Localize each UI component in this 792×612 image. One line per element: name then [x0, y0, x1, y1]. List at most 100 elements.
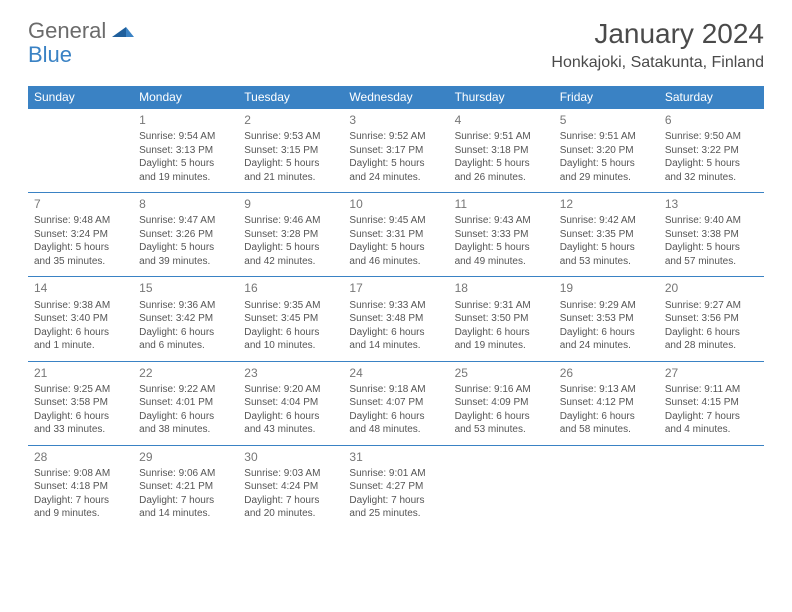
day-cell: [659, 445, 764, 529]
month-title: January 2024: [551, 18, 764, 50]
day-number: 24: [349, 365, 442, 381]
sunrise-text: Sunrise: 9:33 AM: [349, 299, 442, 313]
day-cell: 28Sunrise: 9:08 AMSunset: 4:18 PMDayligh…: [28, 445, 133, 529]
day-cell: 7Sunrise: 9:48 AMSunset: 3:24 PMDaylight…: [28, 193, 133, 277]
day-number: 14: [34, 280, 127, 296]
logo: General: [28, 18, 138, 44]
daylight-text: Daylight: 7 hours: [665, 410, 758, 424]
day-number: 18: [455, 280, 548, 296]
daylight-text: Daylight: 5 hours: [139, 157, 232, 171]
daylight-text: Daylight: 5 hours: [560, 241, 653, 255]
sunset-text: Sunset: 3:45 PM: [244, 312, 337, 326]
sunrise-text: Sunrise: 9:50 AM: [665, 130, 758, 144]
day-cell: 12Sunrise: 9:42 AMSunset: 3:35 PMDayligh…: [554, 193, 659, 277]
logo-text-blue: Blue: [28, 42, 72, 67]
day-cell: 2Sunrise: 9:53 AMSunset: 3:15 PMDaylight…: [238, 109, 343, 193]
day-cell: 27Sunrise: 9:11 AMSunset: 4:15 PMDayligh…: [659, 361, 764, 445]
week-row: 28Sunrise: 9:08 AMSunset: 4:18 PMDayligh…: [28, 445, 764, 529]
daylight-text: Daylight: 6 hours: [139, 410, 232, 424]
sunrise-text: Sunrise: 9:29 AM: [560, 299, 653, 313]
sunset-text: Sunset: 3:24 PM: [34, 228, 127, 242]
sunrise-text: Sunrise: 9:40 AM: [665, 214, 758, 228]
daylight-text: Daylight: 5 hours: [349, 241, 442, 255]
day-number: 17: [349, 280, 442, 296]
sunset-text: Sunset: 3:26 PM: [139, 228, 232, 242]
daylight-text: and 21 minutes.: [244, 171, 337, 185]
day-number: 13: [665, 196, 758, 212]
sunset-text: Sunset: 3:53 PM: [560, 312, 653, 326]
daylight-text: and 19 minutes.: [139, 171, 232, 185]
calendar-table: Sunday Monday Tuesday Wednesday Thursday…: [28, 86, 764, 529]
sunrise-text: Sunrise: 9:03 AM: [244, 467, 337, 481]
location: Honkajoki, Satakunta, Finland: [551, 54, 764, 72]
daylight-text: Daylight: 6 hours: [455, 410, 548, 424]
daylight-text: Daylight: 6 hours: [34, 326, 127, 340]
day-cell: 23Sunrise: 9:20 AMSunset: 4:04 PMDayligh…: [238, 361, 343, 445]
daylight-text: and 42 minutes.: [244, 255, 337, 269]
day-cell: 10Sunrise: 9:45 AMSunset: 3:31 PMDayligh…: [343, 193, 448, 277]
sunset-text: Sunset: 4:12 PM: [560, 396, 653, 410]
day-number: 12: [560, 196, 653, 212]
day-cell: [449, 445, 554, 529]
sunset-text: Sunset: 3:38 PM: [665, 228, 758, 242]
daylight-text: and 24 minutes.: [560, 339, 653, 353]
daylight-text: and 57 minutes.: [665, 255, 758, 269]
day-number: 26: [560, 365, 653, 381]
dow-wednesday: Wednesday: [343, 86, 448, 109]
daylight-text: and 38 minutes.: [139, 423, 232, 437]
sunset-text: Sunset: 3:20 PM: [560, 144, 653, 158]
day-cell: 22Sunrise: 9:22 AMSunset: 4:01 PMDayligh…: [133, 361, 238, 445]
sunset-text: Sunset: 3:15 PM: [244, 144, 337, 158]
day-number: 11: [455, 196, 548, 212]
dow-friday: Friday: [554, 86, 659, 109]
day-cell: 19Sunrise: 9:29 AMSunset: 3:53 PMDayligh…: [554, 277, 659, 361]
sunrise-text: Sunrise: 9:47 AM: [139, 214, 232, 228]
dow-monday: Monday: [133, 86, 238, 109]
sunset-text: Sunset: 3:40 PM: [34, 312, 127, 326]
sunrise-text: Sunrise: 9:51 AM: [560, 130, 653, 144]
sunset-text: Sunset: 3:18 PM: [455, 144, 548, 158]
day-number: 16: [244, 280, 337, 296]
sunrise-text: Sunrise: 9:11 AM: [665, 383, 758, 397]
daylight-text: and 25 minutes.: [349, 507, 442, 521]
sunrise-text: Sunrise: 9:01 AM: [349, 467, 442, 481]
day-cell: 24Sunrise: 9:18 AMSunset: 4:07 PMDayligh…: [343, 361, 448, 445]
day-number: 4: [455, 112, 548, 128]
day-number: 1: [139, 112, 232, 128]
logo-mark-icon: [112, 21, 134, 42]
dow-saturday: Saturday: [659, 86, 764, 109]
daylight-text: Daylight: 5 hours: [665, 241, 758, 255]
daylight-text: Daylight: 5 hours: [665, 157, 758, 171]
daylight-text: and 26 minutes.: [455, 171, 548, 185]
sunset-text: Sunset: 3:28 PM: [244, 228, 337, 242]
sunrise-text: Sunrise: 9:45 AM: [349, 214, 442, 228]
sunrise-text: Sunrise: 9:42 AM: [560, 214, 653, 228]
sunrise-text: Sunrise: 9:22 AM: [139, 383, 232, 397]
daylight-text: and 20 minutes.: [244, 507, 337, 521]
sunrise-text: Sunrise: 9:43 AM: [455, 214, 548, 228]
day-cell: 4Sunrise: 9:51 AMSunset: 3:18 PMDaylight…: [449, 109, 554, 193]
week-row: 14Sunrise: 9:38 AMSunset: 3:40 PMDayligh…: [28, 277, 764, 361]
day-cell: 13 Sunrise: 9:40 AMSunset: 3:38 PMDayligh…: [659, 193, 764, 277]
day-number: 20: [665, 280, 758, 296]
day-cell: 3Sunrise: 9:52 AMSunset: 3:17 PMDaylight…: [343, 109, 448, 193]
daylight-text: and 1 minute.: [34, 339, 127, 353]
header: General January 2024 Honkajoki, Satakunt…: [28, 18, 764, 72]
sunset-text: Sunset: 3:50 PM: [455, 312, 548, 326]
day-cell: 31Sunrise: 9:01 AMSunset: 4:27 PMDayligh…: [343, 445, 448, 529]
day-number: 29: [139, 449, 232, 465]
daylight-text: and 43 minutes.: [244, 423, 337, 437]
sunrise-text: Sunrise: 9:06 AM: [139, 467, 232, 481]
daylight-text: Daylight: 6 hours: [139, 326, 232, 340]
day-cell: 14Sunrise: 9:38 AMSunset: 3:40 PMDayligh…: [28, 277, 133, 361]
daylight-text: and 39 minutes.: [139, 255, 232, 269]
daylight-text: Daylight: 6 hours: [455, 326, 548, 340]
daylight-text: Daylight: 6 hours: [244, 410, 337, 424]
day-number: 27: [665, 365, 758, 381]
daylight-text: Daylight: 5 hours: [34, 241, 127, 255]
daylight-text: and 6 minutes.: [139, 339, 232, 353]
day-cell: 18Sunrise: 9:31 AMSunset: 3:50 PMDayligh…: [449, 277, 554, 361]
day-number: 21: [34, 365, 127, 381]
sunset-text: Sunset: 4:24 PM: [244, 480, 337, 494]
daylight-text: Daylight: 6 hours: [665, 326, 758, 340]
